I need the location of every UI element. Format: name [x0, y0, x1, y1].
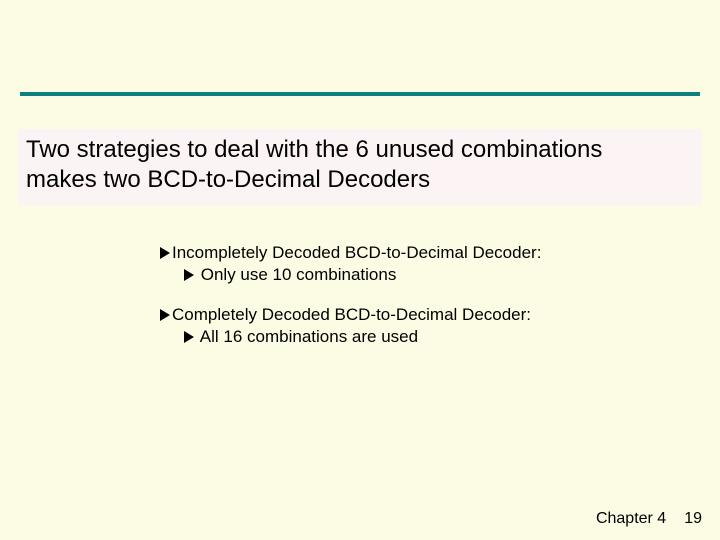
headline-text: Two strategies to deal with the 6 unused… — [26, 135, 694, 195]
list-item: Completely Decoded BCD-to-Decimal Decode… — [160, 304, 680, 348]
divider-rule — [20, 92, 700, 96]
headline-box: Two strategies to deal with the 6 unused… — [18, 129, 702, 205]
chapter-label: Chapter 4 — [596, 510, 666, 527]
triangle-bullet-icon — [184, 269, 194, 281]
triangle-bullet-icon — [184, 331, 194, 343]
headline-line-1: Two strategies to deal with the 6 unused… — [26, 136, 602, 163]
bullet-sub: All 16 combinations are used — [200, 327, 418, 346]
bullet-sub: Only use 10 combinations — [201, 265, 397, 284]
slide-footer: Chapter 4 19 — [596, 510, 702, 528]
bullet-title: Incompletely Decoded BCD-to-Decimal Deco… — [172, 243, 541, 262]
bullet-sub-line: All 16 combinations are used — [160, 326, 680, 348]
bullet-title: Completely Decoded BCD-to-Decimal Decode… — [172, 305, 531, 324]
triangle-bullet-icon — [160, 247, 170, 259]
bullet-list: Incompletely Decoded BCD-to-Decimal Deco… — [160, 242, 680, 366]
bullet-sub-line: Only use 10 combinations — [160, 264, 680, 286]
headline-line-2: makes two BCD-to-Decimal Decoders — [26, 166, 430, 193]
page-number: 19 — [684, 510, 702, 527]
triangle-bullet-icon — [160, 309, 170, 321]
list-item: Incompletely Decoded BCD-to-Decimal Deco… — [160, 242, 680, 286]
bullet-title-line: Incompletely Decoded BCD-to-Decimal Deco… — [160, 242, 680, 264]
bullet-title-line: Completely Decoded BCD-to-Decimal Decode… — [160, 304, 680, 326]
